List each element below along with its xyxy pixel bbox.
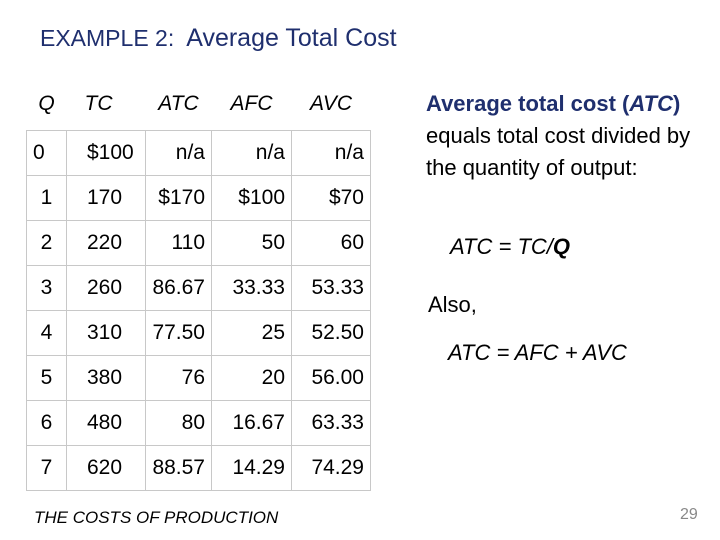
cell-q: 1 [26, 175, 67, 221]
cell-atc: 77.50 [145, 310, 212, 356]
cell-atc: 76 [145, 355, 212, 401]
table-row: 7 620 88.57 14.29 74.29 [26, 445, 371, 491]
cell-afc: 14.29 [211, 445, 292, 491]
header-atc: ATC [145, 78, 212, 131]
atc-definition: Average total cost (ATC) equals total co… [426, 88, 698, 184]
cell-avc: 56.00 [291, 355, 371, 401]
cell-afc: n/a [211, 130, 292, 176]
cell-afc: $100 [211, 175, 292, 221]
cell-atc: 80 [145, 400, 212, 446]
cell-avc: 60 [291, 220, 371, 266]
header-avc: AVC [291, 78, 371, 131]
cell-afc: 25 [211, 310, 292, 356]
page-number: 29 [680, 506, 698, 523]
cell-q: 3 [26, 265, 67, 311]
cell-afc: 50 [211, 220, 292, 266]
definition-text: equals total cost divided by the quantit… [426, 123, 691, 180]
table-header-row: Q TC ATC AFC AVC [26, 78, 371, 131]
table-row: 0 $100 n/a n/a n/a [26, 130, 371, 176]
cell-atc: $170 [145, 175, 212, 221]
atc-sum-formula: ATC = AFC + AVC [448, 340, 627, 365]
table-row: 4 310 77.50 25 52.50 [26, 310, 371, 356]
atc-formula-q: Q [552, 234, 571, 259]
slide-title-main: Average Total Cost [186, 24, 397, 52]
cell-avc: $70 [291, 175, 371, 221]
cell-avc: 52.50 [291, 310, 371, 356]
cell-avc: 63.33 [291, 400, 371, 446]
cell-avc: n/a [291, 130, 371, 176]
cell-avc: 53.33 [291, 265, 371, 311]
cell-tc: 310 [66, 310, 146, 356]
cost-table: Q TC ATC AFC AVC 0 $100 n/a n/a n/a 1 17… [26, 78, 371, 491]
cell-atc: 88.57 [145, 445, 212, 491]
cell-avc: 74.29 [291, 445, 371, 491]
slide-title-prefix: EXAMPLE 2: [40, 25, 175, 51]
cell-tc: 380 [66, 355, 146, 401]
cell-afc: 33.33 [211, 265, 292, 311]
table-row: 6 480 80 16.67 63.33 [26, 400, 371, 446]
footer-text: THE COSTS OF PRODUCTION [34, 508, 279, 527]
cell-tc: 620 [66, 445, 146, 491]
header-tc: TC [66, 78, 146, 131]
cell-afc: 20 [211, 355, 292, 401]
atc-formula-lhs: ATC = TC/ [450, 234, 553, 259]
cell-tc: 260 [66, 265, 146, 311]
slide-title: EXAMPLE 2: Average Total Cost [40, 24, 397, 53]
cell-q: 7 [26, 445, 67, 491]
definition-close-paren: ) [672, 91, 681, 116]
definition-open-paren: ( [622, 91, 630, 116]
cell-atc: n/a [145, 130, 212, 176]
definition-abbr: ATC [629, 91, 673, 116]
cell-tc: 170 [66, 175, 146, 221]
cell-tc: 480 [66, 400, 146, 446]
table-row: 1 170 $170 $100 $70 [26, 175, 371, 221]
definition-term: Average total cost [426, 91, 616, 116]
cell-q: 4 [26, 310, 67, 356]
table-row: 3 260 86.67 33.33 53.33 [26, 265, 371, 311]
cell-q: 0 [26, 130, 67, 176]
cell-atc: 110 [145, 220, 212, 266]
table-row: 5 380 76 20 56.00 [26, 355, 371, 401]
cell-tc: 220 [66, 220, 146, 266]
cell-atc: 86.67 [145, 265, 212, 311]
cell-tc: $100 [66, 130, 146, 176]
header-afc: AFC [211, 78, 292, 131]
cell-q: 5 [26, 355, 67, 401]
cell-q: 6 [26, 400, 67, 446]
table-row: 2 220 110 50 60 [26, 220, 371, 266]
also-label: Also, [428, 292, 477, 317]
header-q: Q [26, 78, 67, 131]
atc-formula: ATC = TC/Q [450, 234, 570, 260]
cell-afc: 16.67 [211, 400, 292, 446]
cell-q: 2 [26, 220, 67, 266]
